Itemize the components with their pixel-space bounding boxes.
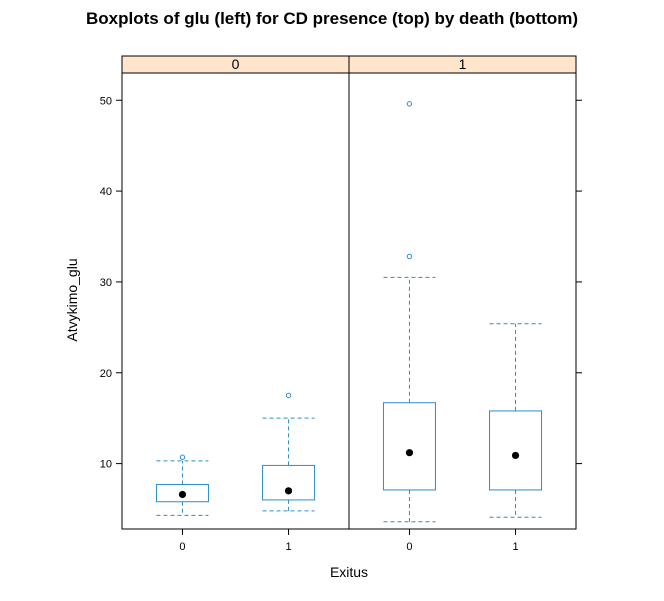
median-dot: [511, 451, 520, 460]
y-tick-label: 50: [100, 95, 112, 107]
x-tick-label: 0: [406, 541, 412, 553]
x-tick-label: 0: [179, 541, 185, 553]
x-tick-label: 1: [512, 541, 518, 553]
x-tick-label: 1: [285, 541, 291, 553]
median-dot: [284, 487, 293, 495]
x-axis-title: Exitus: [330, 564, 368, 580]
outlier-point: [179, 454, 186, 460]
iqr-box: [262, 464, 316, 501]
median-dot: [405, 449, 414, 457]
panel-frame: [348, 72, 577, 530]
median-dot: [178, 490, 187, 499]
iqr-box: [382, 402, 436, 491]
panel-frame: [121, 72, 350, 530]
chart-title: Boxplots of glu (left) for CD presence (…: [86, 9, 578, 28]
y-axis-title: Atvykimo_glu: [64, 258, 80, 341]
y-tick-label: 20: [100, 368, 112, 380]
strip-label: 1: [459, 56, 467, 72]
strip-label: 0: [232, 56, 240, 72]
y-tick-label: 30: [100, 277, 112, 289]
outlier-point: [406, 101, 413, 107]
iqr-box: [489, 410, 543, 491]
y-tick-label: 10: [100, 459, 112, 471]
outlier-point: [285, 392, 292, 399]
outlier-point: [406, 253, 413, 260]
y-tick-label: 40: [100, 186, 112, 198]
iqr-box: [155, 483, 209, 503]
